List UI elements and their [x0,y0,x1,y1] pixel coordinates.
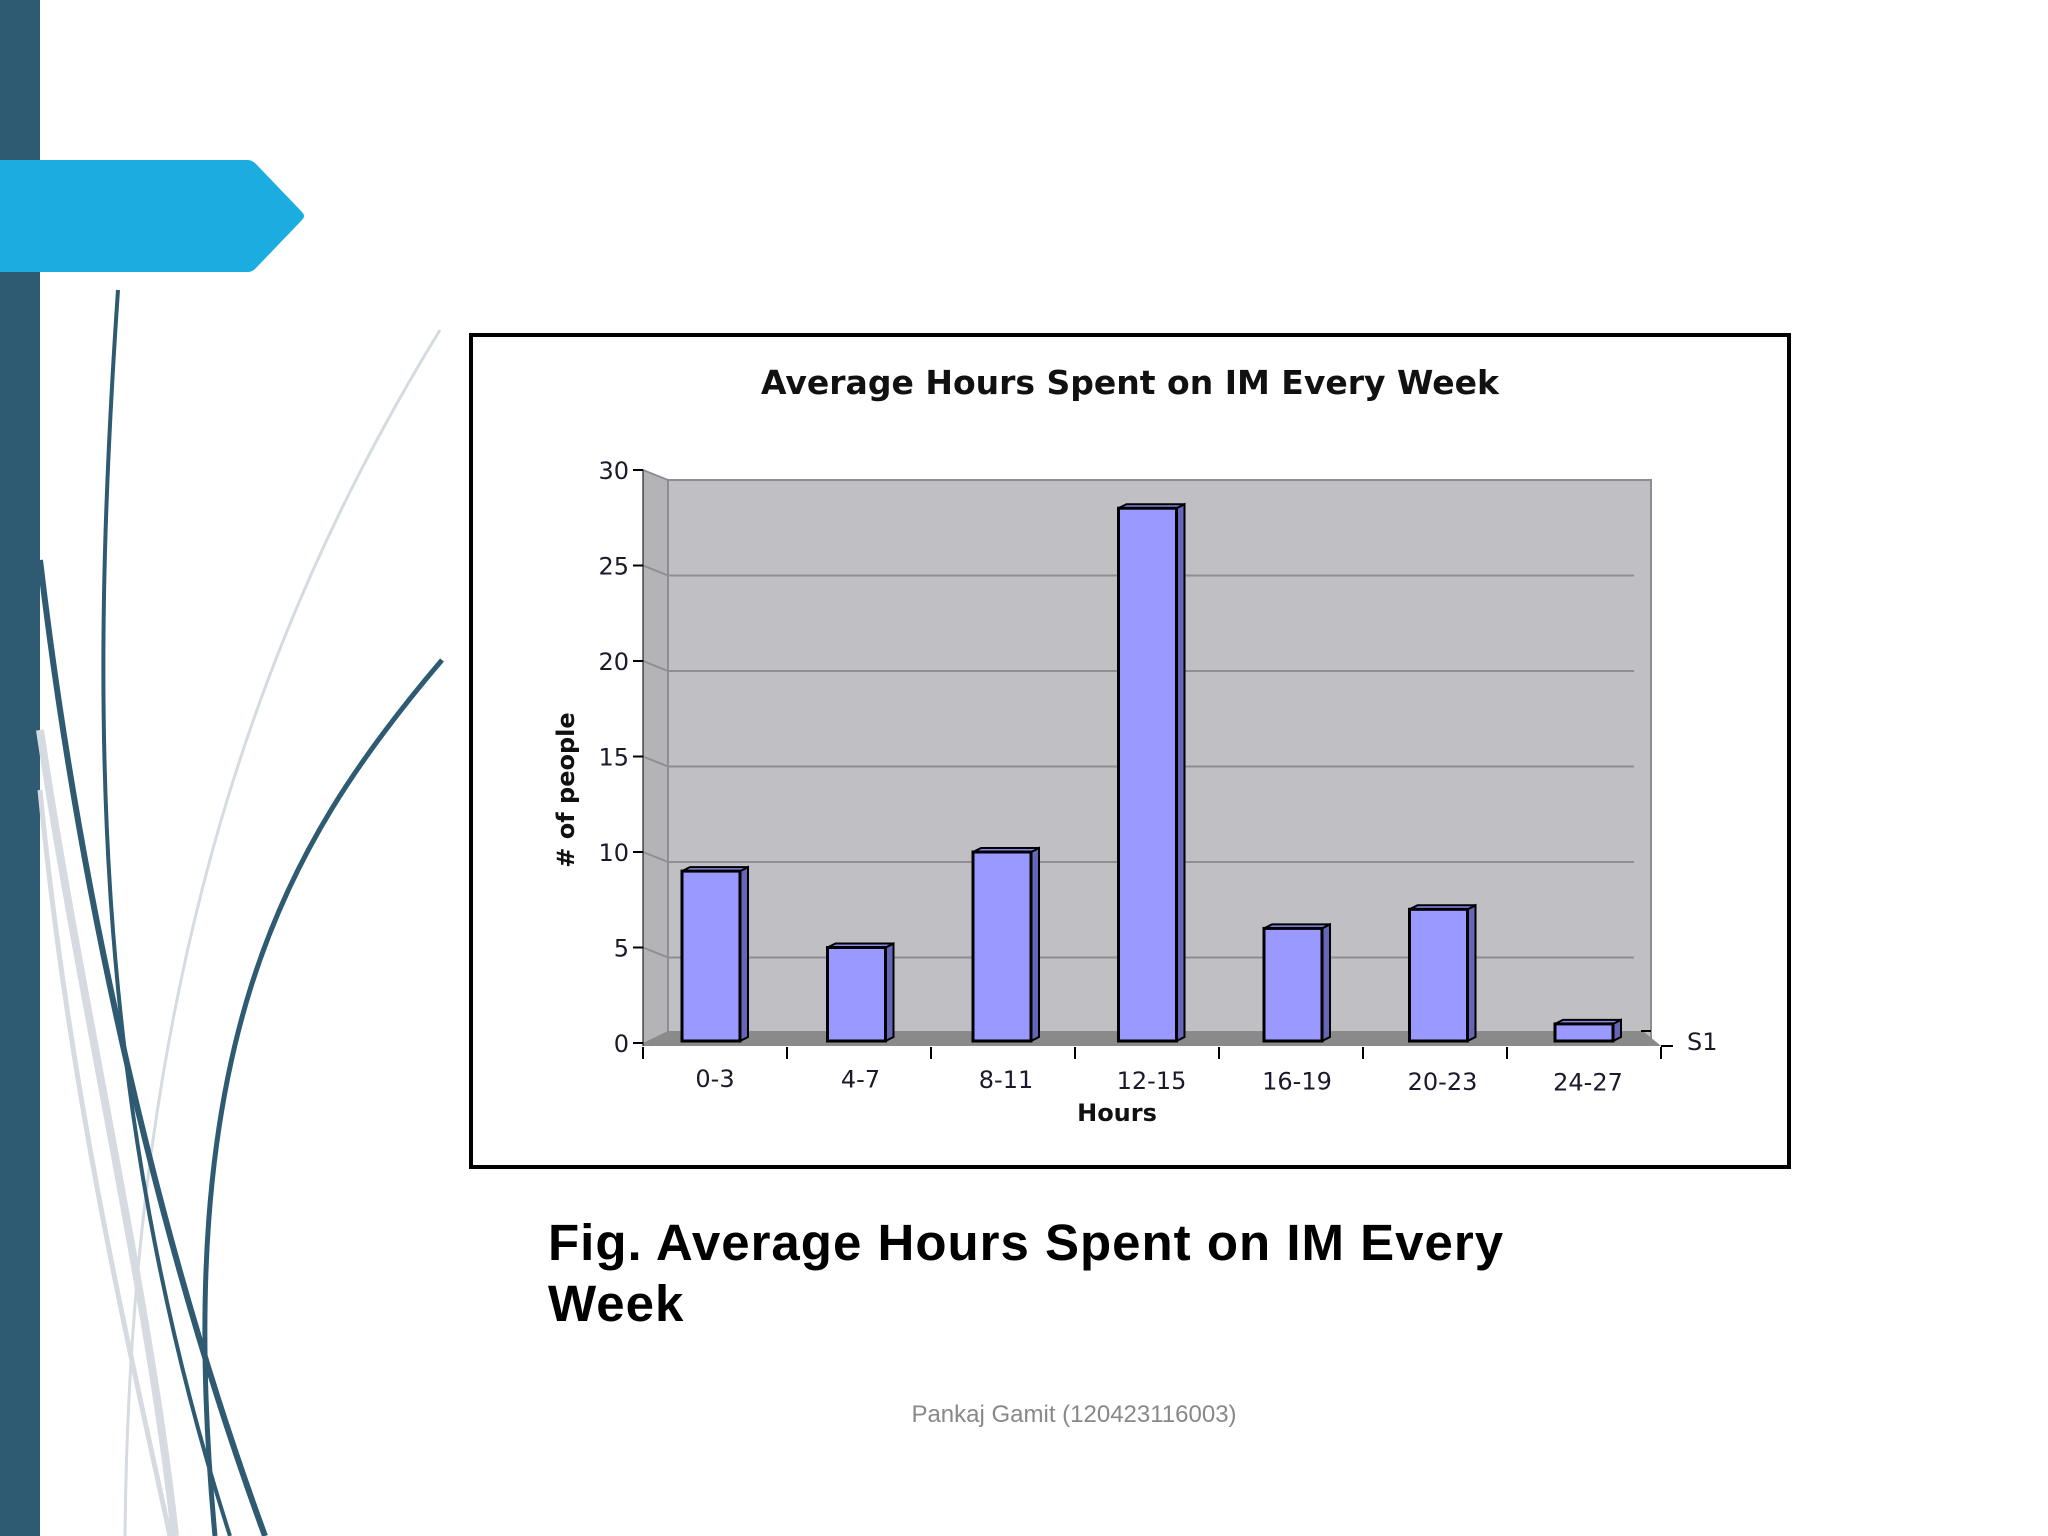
gridline-depth [642,564,669,577]
decor-curve-light-2 [36,729,179,1536]
bar-16-19 [1262,926,1324,1043]
x-tick-label: 8-11 [979,1066,1033,1094]
x-tick-label: 0-3 [695,1065,734,1093]
gridline-depth [642,946,669,959]
gridline-depth [642,851,669,863]
chart-title: Average Hours Spent on IM Every Week [761,363,1499,402]
bar-24-27 [1553,1022,1615,1043]
y-tick-label: 0 [614,1030,629,1058]
y-tick-label: 30 [598,457,629,485]
gridline-depth [642,469,669,481]
series-label-s1: S1 [1687,1028,1718,1056]
arrow-tab [0,160,304,272]
x-tick-label: 4-7 [841,1066,880,1094]
y-axis-title: # of people [552,712,580,867]
bar-4-7 [826,946,887,1043]
gridline-depth [642,755,669,768]
figure-caption: Fig. Average Hours Spent on IM Every Wee… [548,1214,1505,1332]
y-tick-label: 10 [598,839,629,867]
y-tick-label: 25 [598,553,629,581]
bar-8-11 [971,850,1033,1043]
y-tick-label: 15 [598,744,629,772]
x-tick-label: 20-23 [1408,1068,1478,1096]
bar-20-23 [1408,907,1469,1043]
decor-curve-light-3 [37,789,173,1536]
footer-author: Pankaj Gamit (120423116003) [911,1401,1237,1428]
chart-plot: 0 5 10 15 20 25 30 0-3 4-7 8-11 12-15 16-19 20-23 24-… [552,457,1718,1127]
decor-curve-dark-2 [37,559,268,1536]
bar-0-3 [680,869,742,1043]
decor-curve-light-1 [123,329,442,1536]
decor-curve-dark-3 [202,658,444,1536]
slide-decoration [0,0,444,1536]
y-tick-label: 20 [598,648,629,676]
x-tick-label: 24-27 [1553,1069,1623,1097]
bar-12-15 [1117,506,1178,1043]
x-tick-label: 16-19 [1262,1067,1332,1095]
y-tick-label: 5 [614,935,629,963]
x-tick-label: 12-15 [1117,1067,1187,1095]
decor-curve-dark-1 [101,289,232,1536]
x-axis-title: Hours [1077,1099,1157,1127]
gridline-depth [642,660,669,672]
chart-container: Average Hours Spent on IM Every Week 0 5 1… [469,333,1791,1169]
